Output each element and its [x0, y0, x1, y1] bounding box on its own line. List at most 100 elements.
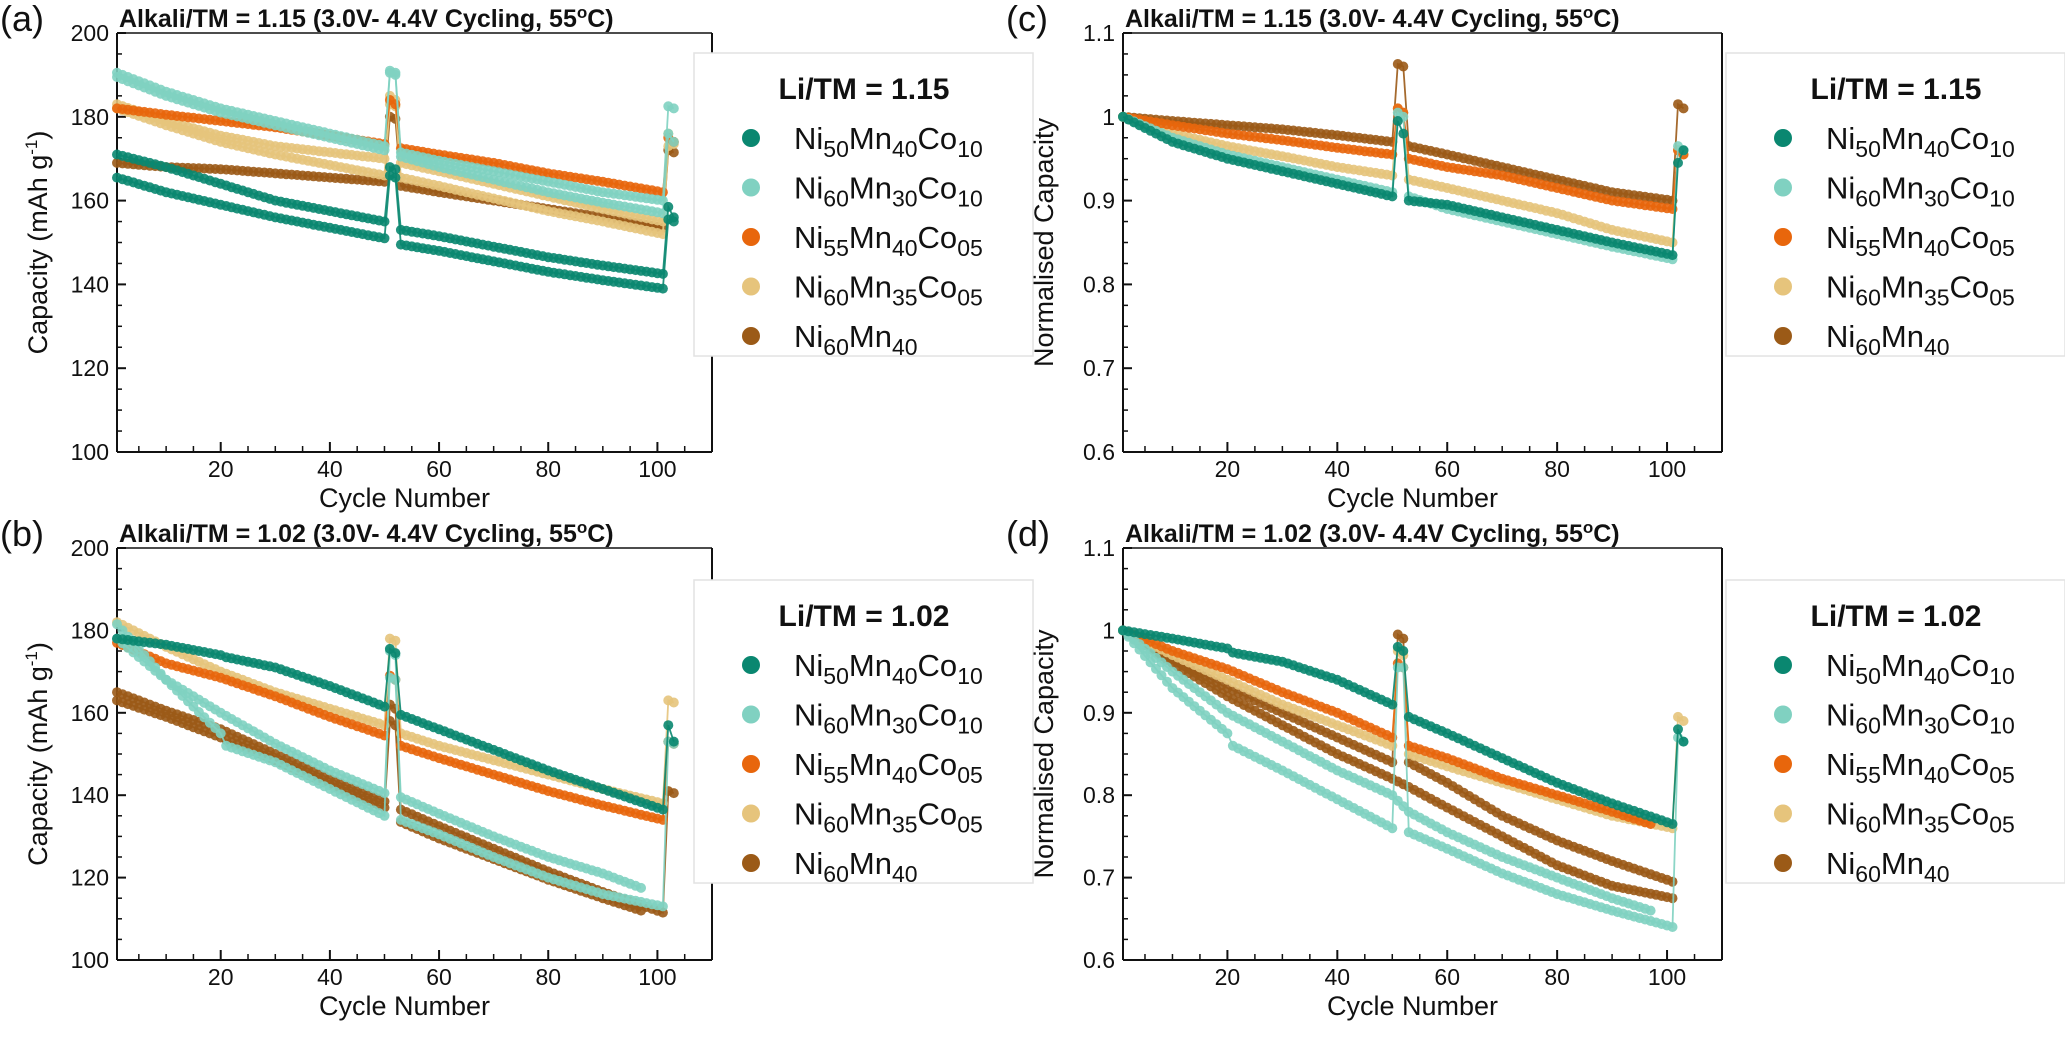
title-text-end: C) [1593, 5, 1619, 33]
legend-entry: Ni60​Mn35​Co05​ [1826, 270, 2015, 311]
element-symbol: Ni [1826, 797, 1855, 832]
legend-marker [742, 228, 760, 246]
element-symbol: Ni [1826, 171, 1855, 206]
element-subscript: 40 [1924, 663, 1950, 689]
legend-marker [1774, 327, 1792, 345]
element-symbol: Mn [849, 121, 892, 156]
panel-label: (c) [1006, 0, 1048, 39]
element-symbol: Mn [849, 270, 892, 305]
element-symbol: Ni [794, 698, 823, 733]
panel-a: (a) Alkali/TM = 1.15 (3.0V- 4.4V Cycling,… [0, 0, 1034, 513]
element-subscript: 50 [1855, 663, 1881, 689]
data-point [1387, 757, 1398, 768]
element-subscript: 40 [1924, 136, 1950, 162]
legend-entry: Ni60​Mn30​Co10​ [1826, 698, 2015, 739]
element-subscript: 60 [1855, 334, 1881, 360]
title-text-end: C) [1593, 520, 1619, 548]
data-point [657, 268, 668, 279]
y-tick-label: 0.7 [1083, 355, 1115, 381]
element-symbol: Mn [1881, 648, 1924, 683]
legend-marker [1774, 804, 1792, 823]
element-subscript: 05 [957, 762, 983, 788]
data-point [1667, 250, 1678, 261]
data-point [1673, 157, 1683, 168]
y-tick-label: 1.1 [1083, 20, 1115, 46]
panel-title: Alkali/TM = 1.02 (3.0V- 4.4V Cycling, 55… [1125, 518, 1620, 548]
element-subscript: 35 [892, 812, 918, 838]
legend: Li/TM = 1.02 Ni50​Mn40​Co10​ Ni60​Mn30​Co1… [1725, 579, 2065, 887]
y-tick-label: 0.9 [1083, 700, 1115, 726]
plot-area [1118, 625, 1689, 932]
data-point [1387, 699, 1398, 710]
x-tick-label: 100 [1648, 964, 1686, 990]
element-subscript: 40 [1924, 762, 1950, 788]
element-symbol: Co [1950, 747, 1990, 782]
element-symbol: Ni [794, 846, 823, 881]
data-point [668, 103, 679, 114]
series [1118, 625, 1689, 829]
y-tick-label: 1 [1102, 104, 1115, 130]
element-subscript: 10 [957, 136, 983, 162]
data-point [1398, 662, 1409, 673]
data-point [1678, 103, 1689, 114]
data-point [1673, 724, 1683, 735]
legend-box [693, 52, 1034, 357]
element-symbol: Ni [794, 171, 823, 206]
panel-title: Alkali/TM = 1.02 (3.0V- 4.4V Cycling, 55… [119, 518, 614, 548]
element-symbol: Ni [794, 319, 823, 354]
legend-marker [742, 705, 760, 724]
series [112, 633, 679, 815]
data-point [379, 216, 390, 227]
y-tick-label: 120 [71, 865, 109, 891]
title-text: Alkali/TM = 1.02 (3.0V- 4.4V Cycling, 55 [1125, 520, 1583, 548]
data-point [379, 810, 390, 821]
series [112, 637, 679, 825]
x-axis-label: Cycle Number [319, 483, 490, 513]
element-subscript: 05 [957, 812, 983, 838]
element-subscript: 60 [823, 285, 849, 311]
legend-marker [742, 277, 760, 296]
element-symbol: Co [1950, 220, 1990, 255]
x-tick-label: 100 [638, 456, 676, 482]
panel-label: (b) [0, 513, 44, 554]
element-subscript: 40 [1924, 861, 1950, 887]
element-subscript: 60 [1855, 186, 1881, 212]
x-tick-label: 80 [535, 964, 561, 990]
legend-box [1725, 579, 2065, 884]
element-symbol: Co [918, 797, 958, 832]
element-symbol: Ni [1826, 846, 1855, 881]
element-symbol: Mn [849, 797, 892, 832]
legend: Li/TM = 1.15 Ni50​Mn40​Co10​ Ni60​Mn30​Co1… [693, 52, 1034, 360]
legend-marker [742, 129, 760, 147]
series [112, 619, 679, 912]
element-symbol: Co [918, 171, 958, 206]
y-axis-label: Capacity (mAh g-1) [22, 642, 53, 866]
data-point [379, 701, 390, 712]
y-tick-label: 120 [71, 355, 109, 381]
data-point [390, 635, 401, 646]
data-point [668, 216, 679, 227]
element-symbol: Co [918, 648, 958, 683]
y-label-text: Normalised Capacity [1029, 629, 1059, 879]
element-subscript: 40 [892, 663, 918, 689]
element-subscript: 60 [1855, 861, 1881, 887]
y-tick-label: 100 [71, 439, 109, 465]
legend-entry: Ni60​Mn30​Co10​ [1826, 171, 2015, 212]
data-point [668, 136, 679, 147]
panel-title: Alkali/TM = 1.15 (3.0V- 4.4V Cycling, 55… [119, 3, 614, 33]
element-subscript: 60 [1855, 812, 1881, 838]
data-point [1667, 876, 1678, 887]
element-symbol: Co [918, 747, 958, 782]
panel-b: (b) Alkali/TM = 1.02 (3.0V- 4.4V Cycling,… [0, 513, 1034, 1021]
element-subscript: 30 [892, 186, 918, 212]
element-symbol: Ni [794, 747, 823, 782]
element-subscript: 55 [823, 235, 849, 261]
element-subscript: 10 [1989, 663, 2015, 689]
data-point [379, 788, 390, 799]
legend-entry: Ni60​Mn40​ [1826, 319, 1950, 360]
element-symbol: Ni [1826, 698, 1855, 733]
data-point [1398, 128, 1409, 139]
element-subscript: 55 [1855, 235, 1881, 261]
y-tick-label: 0.6 [1083, 947, 1115, 973]
element-subscript: 05 [1989, 762, 2015, 788]
